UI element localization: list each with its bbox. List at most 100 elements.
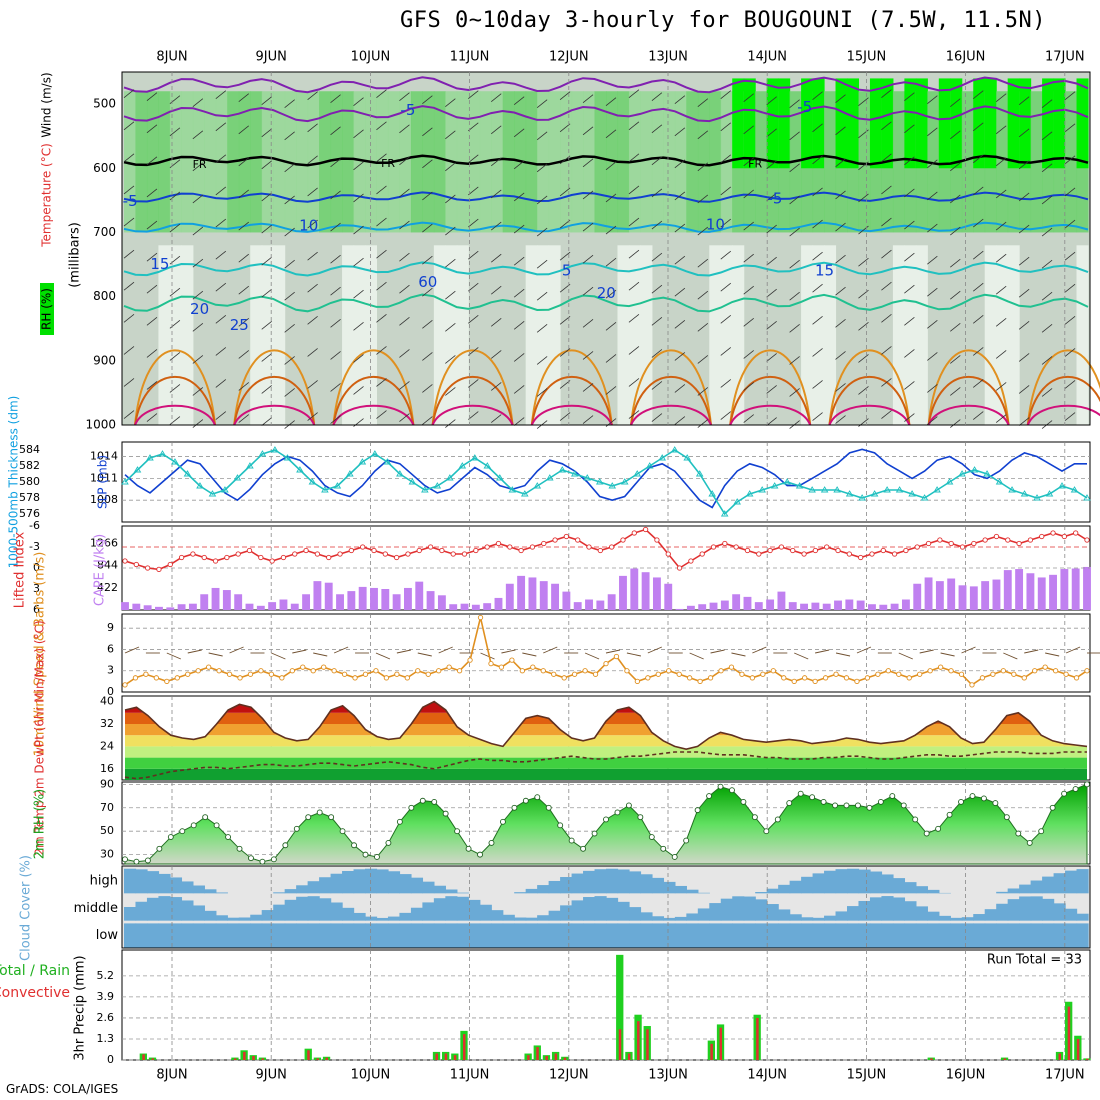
wind-tick-label: 3 [107, 664, 114, 677]
wind-barb [720, 250, 732, 260]
wind-barb-10m [208, 652, 223, 657]
rh-point [419, 797, 426, 804]
wind-barb [789, 131, 800, 141]
wind-speed-line-point [645, 675, 651, 681]
thickness-line-point [533, 482, 542, 489]
cape-bar [132, 603, 141, 610]
wind-barb-10m [166, 652, 182, 660]
wind-barb [628, 378, 640, 387]
wind-barb [490, 189, 502, 199]
wind-barb [422, 159, 433, 169]
precip-tick-label: 2.6 [97, 1011, 115, 1024]
temp-contour [233, 375, 316, 426]
rh-shade [146, 91, 159, 233]
lifted-index-line-point [1027, 537, 1034, 543]
temp-tick-label: 40 [100, 695, 114, 708]
cape-bar [935, 581, 944, 610]
thickness-line-point [421, 486, 429, 493]
wind-barb [238, 221, 250, 231]
rh-point [534, 794, 541, 801]
rh-shade [915, 78, 928, 169]
cape-bar [256, 605, 265, 610]
wind-barb [238, 157, 250, 167]
cape-bar [177, 604, 186, 610]
temp-contour [927, 404, 1010, 426]
wind-barb [1018, 417, 1030, 426]
cloud-bar [1053, 923, 1066, 948]
cloud-bar [307, 923, 320, 948]
wind-barb [376, 121, 387, 131]
wind-barb-10m [543, 646, 558, 654]
temp-contour [530, 375, 613, 426]
cloud-bar [663, 923, 676, 948]
rh-shade [1019, 78, 1032, 169]
wind-barb [215, 347, 227, 356]
wind-barb [674, 127, 686, 137]
wind-barb-10m [647, 646, 663, 654]
wind-barb [353, 129, 364, 139]
wind-barb [674, 287, 686, 297]
rh-tick-label: 30 [100, 848, 114, 861]
wind-barb [582, 286, 594, 296]
wind-barb [766, 192, 777, 202]
cloud-bar [1042, 898, 1055, 921]
li-tick-label: 3 [33, 582, 40, 595]
wind-barb [605, 97, 617, 106]
cloud-bar [858, 900, 871, 921]
wind-barb-10m [1024, 649, 1039, 654]
temp-contour [431, 404, 514, 426]
wind-barb [743, 157, 754, 167]
rh-shade [456, 91, 469, 233]
wind-barb [238, 125, 250, 135]
cloud-bar [1030, 880, 1043, 894]
rh-shade [135, 91, 148, 233]
thickness-line-point [720, 510, 729, 517]
wind-barb [513, 192, 525, 202]
precip-convective-bar [1086, 1058, 1089, 1060]
wind-barb [904, 156, 915, 166]
wind-barb [490, 253, 502, 263]
cloud-bar [376, 917, 389, 921]
wind-barb [697, 322, 709, 332]
precip-convective-bar [527, 1055, 530, 1060]
cloud-bar [399, 912, 412, 921]
cloud-bar [801, 917, 814, 921]
wind-speed-line-point [948, 668, 954, 674]
thickness-line-point [920, 494, 929, 501]
rh-shade [1065, 91, 1078, 233]
wind-barb [743, 253, 754, 263]
wind-barb [743, 350, 754, 359]
cloud-bar [169, 877, 183, 894]
contour-label: FR [381, 157, 395, 170]
cloud-bar [445, 889, 458, 894]
lifted-index-line-point [314, 551, 321, 557]
wind-speed-line-point [247, 671, 254, 677]
thickness-line-point [121, 478, 129, 485]
cloud-bar [330, 902, 343, 921]
temp-contour [729, 375, 812, 426]
precip-convective-bar [1058, 1053, 1062, 1060]
cape-bar [404, 587, 412, 610]
wind-barb-10m [815, 649, 830, 654]
wind-barb [881, 89, 892, 98]
wind-barb [1064, 155, 1076, 165]
wind-speed-line-point [843, 675, 850, 681]
precip-convective-bar [243, 1051, 246, 1060]
cloud-bar [296, 923, 309, 948]
wind-barb [490, 285, 502, 295]
contour-label: 60 [418, 273, 437, 291]
wind-barb [1041, 131, 1053, 141]
lifted-index-line-point [122, 558, 128, 564]
precip-convective-bar [233, 1058, 237, 1060]
lifted-index-line-point [1073, 530, 1079, 536]
contour-label: -5 [400, 101, 415, 119]
cloud-bar [835, 911, 848, 921]
thickness-line [124, 449, 1088, 516]
lifted-index-line-point [722, 540, 728, 547]
rh-point [706, 793, 713, 800]
wind-barb [513, 385, 525, 394]
thickness-line-point [708, 490, 716, 497]
wind-barb [927, 352, 938, 361]
lifted-index-line-point [360, 544, 366, 550]
wind-barb [605, 193, 617, 203]
